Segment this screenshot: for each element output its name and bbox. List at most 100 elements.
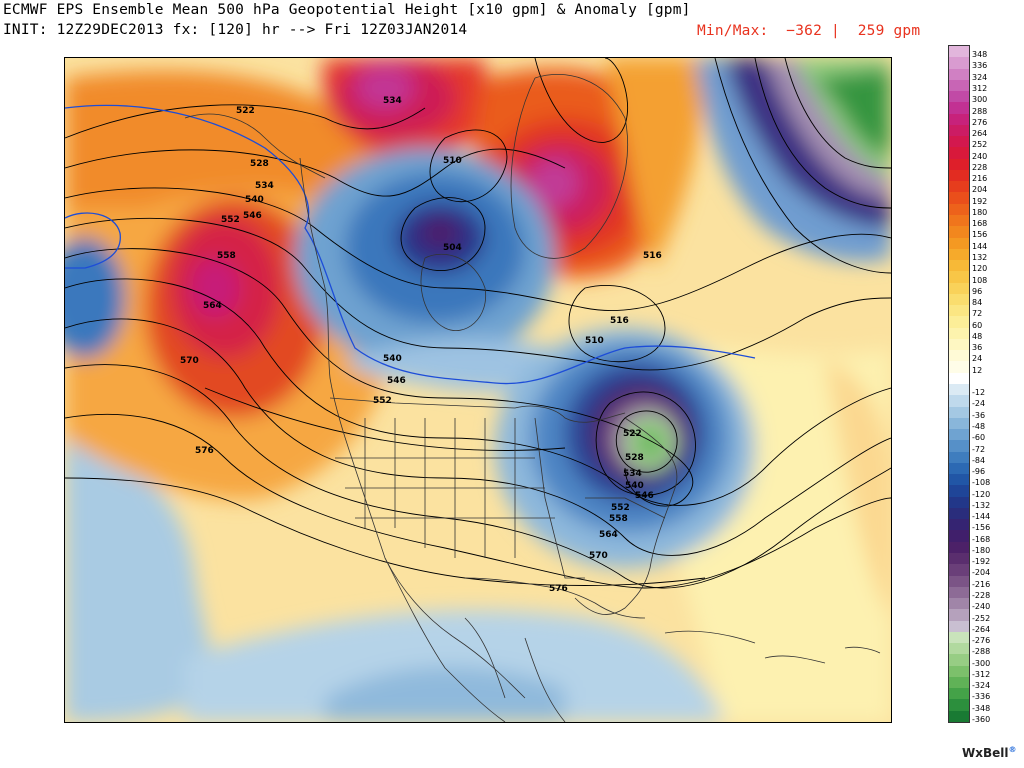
reference-contour bbox=[65, 104, 756, 385]
colorbar-swatch bbox=[949, 699, 969, 712]
colorbar-swatch bbox=[949, 519, 969, 531]
colorbar-swatch bbox=[949, 417, 969, 430]
svg-text:528: 528 bbox=[250, 159, 269, 169]
colorbar-tick-label: 216 bbox=[972, 174, 988, 184]
colorbar-swatch bbox=[949, 181, 969, 193]
colorbar-tick-label: -192 bbox=[972, 557, 991, 567]
colorbar-tick-label: 204 bbox=[972, 185, 988, 195]
colorbar-swatch bbox=[949, 710, 969, 723]
colorbar-swatch bbox=[949, 372, 969, 385]
colorbar-tick-label: 264 bbox=[972, 129, 988, 139]
colorbar-tick-label: 336 bbox=[972, 61, 988, 71]
colorbar-tick-label: 240 bbox=[972, 151, 988, 161]
colorbar-tick-label: 180 bbox=[972, 207, 988, 217]
colorbar-tick-label: -144 bbox=[972, 512, 991, 522]
colorbar-swatch bbox=[949, 451, 969, 464]
svg-text:570: 570 bbox=[180, 356, 199, 366]
colorbar-swatch bbox=[949, 395, 969, 408]
colorbar-swatch bbox=[949, 271, 969, 284]
svg-text:570: 570 bbox=[589, 551, 608, 561]
svg-text:522: 522 bbox=[236, 106, 255, 116]
colorbar-swatch bbox=[949, 620, 969, 633]
svg-text:576: 576 bbox=[195, 446, 214, 456]
colorbar-tick-label: -348 bbox=[972, 703, 991, 713]
colorbar-tick-label: 60 bbox=[972, 320, 983, 330]
colorbar-swatch bbox=[949, 46, 969, 58]
height-contours bbox=[65, 58, 891, 589]
svg-text:552: 552 bbox=[611, 503, 630, 513]
colorbar-tick-label: -324 bbox=[972, 681, 991, 691]
colorbar-swatch bbox=[949, 316, 969, 329]
colorbar-tick-label: -288 bbox=[972, 647, 991, 657]
colorbar-tick-label: -168 bbox=[972, 534, 991, 544]
svg-text:564: 564 bbox=[599, 530, 618, 540]
colorbar-tick-label: -204 bbox=[972, 568, 991, 578]
svg-text:528: 528 bbox=[625, 453, 644, 463]
colorbar-tick-label: 312 bbox=[972, 83, 988, 93]
colorbar-swatch bbox=[949, 474, 969, 486]
colorbar-swatch bbox=[949, 282, 969, 295]
colorbar-swatch bbox=[949, 496, 969, 509]
colorbar-tick-label: -108 bbox=[972, 478, 991, 488]
colorbar-swatch bbox=[949, 440, 969, 453]
svg-text:564: 564 bbox=[203, 301, 222, 311]
colorbar-swatch bbox=[949, 406, 969, 419]
colorbar-tick-label: 84 bbox=[972, 298, 983, 308]
colorbar-swatch bbox=[949, 113, 969, 126]
colorbar-swatch bbox=[949, 631, 969, 644]
svg-text:510: 510 bbox=[443, 156, 462, 166]
colorbar-tick-label: 24 bbox=[972, 354, 983, 364]
colorbar-swatch bbox=[949, 215, 969, 227]
colorbar-tick-label: 276 bbox=[972, 117, 988, 127]
colorbar-tick-label: 348 bbox=[972, 50, 988, 60]
colorbar-swatch bbox=[949, 609, 969, 622]
colorbar-tick-label: -24 bbox=[972, 399, 986, 409]
colorbar-swatch bbox=[949, 350, 969, 362]
svg-text:558: 558 bbox=[609, 514, 628, 524]
svg-text:522: 522 bbox=[623, 429, 642, 439]
colorbar-swatch bbox=[949, 293, 969, 306]
svg-text:546: 546 bbox=[387, 376, 406, 386]
svg-text:552: 552 bbox=[221, 215, 240, 225]
minmax-readout: Min/Max: −362 | 259 gpm bbox=[697, 23, 921, 39]
svg-text:504: 504 bbox=[443, 243, 462, 253]
colorbar-tick-label: -72 bbox=[972, 444, 986, 454]
colorbar-swatch bbox=[949, 384, 969, 396]
svg-text:510: 510 bbox=[585, 336, 604, 346]
colorbar-tick-label: -264 bbox=[972, 624, 991, 634]
colorbar-swatch bbox=[949, 237, 969, 250]
colorbar-tick-label: 288 bbox=[972, 106, 988, 116]
colorbar-swatch bbox=[949, 530, 969, 543]
svg-text:534: 534 bbox=[255, 181, 274, 191]
colorbar-swatch bbox=[949, 688, 969, 700]
colorbar-swatch bbox=[949, 665, 969, 678]
colorbar-tick-label: 12 bbox=[972, 365, 983, 375]
colorbar-tick-label: 252 bbox=[972, 140, 988, 150]
colorbar-swatch bbox=[949, 327, 969, 340]
svg-text:546: 546 bbox=[243, 211, 262, 221]
colorbar-tick-label: -132 bbox=[972, 500, 991, 510]
colorbar-swatch bbox=[949, 676, 969, 689]
colorbar-swatch bbox=[949, 643, 969, 655]
map-title: ECMWF EPS Ensemble Mean 500 hPa Geopoten… bbox=[3, 2, 691, 18]
colorbar-swatch bbox=[949, 507, 969, 520]
contour-labels: 522 528 534 540 546 552 558 564 570 576 … bbox=[180, 96, 662, 594]
wxbell-logo: WxBell® bbox=[962, 745, 1017, 760]
map-svg: 522 528 534 540 546 552 558 564 570 576 … bbox=[65, 58, 891, 722]
colorbar-swatch bbox=[949, 102, 969, 115]
svg-text:540: 540 bbox=[383, 354, 402, 364]
svg-text:552: 552 bbox=[373, 396, 392, 406]
colorbar-swatch bbox=[949, 57, 969, 70]
colorbar-swatch bbox=[949, 147, 969, 160]
colorbar-swatch bbox=[949, 305, 969, 317]
colorbar-tick-label: 72 bbox=[972, 309, 983, 319]
colorbar-tick-label: -312 bbox=[972, 669, 991, 679]
colorbar-swatch bbox=[949, 575, 969, 588]
colorbar-swatch bbox=[949, 361, 969, 374]
colorbar-tick-label: 324 bbox=[972, 72, 988, 82]
colorbar-swatch bbox=[949, 654, 969, 667]
colorbar-swatch bbox=[949, 68, 969, 81]
colorbar-tick-label: -84 bbox=[972, 455, 986, 465]
colorbar-swatch bbox=[949, 158, 969, 171]
colorbar-swatch bbox=[949, 586, 969, 599]
